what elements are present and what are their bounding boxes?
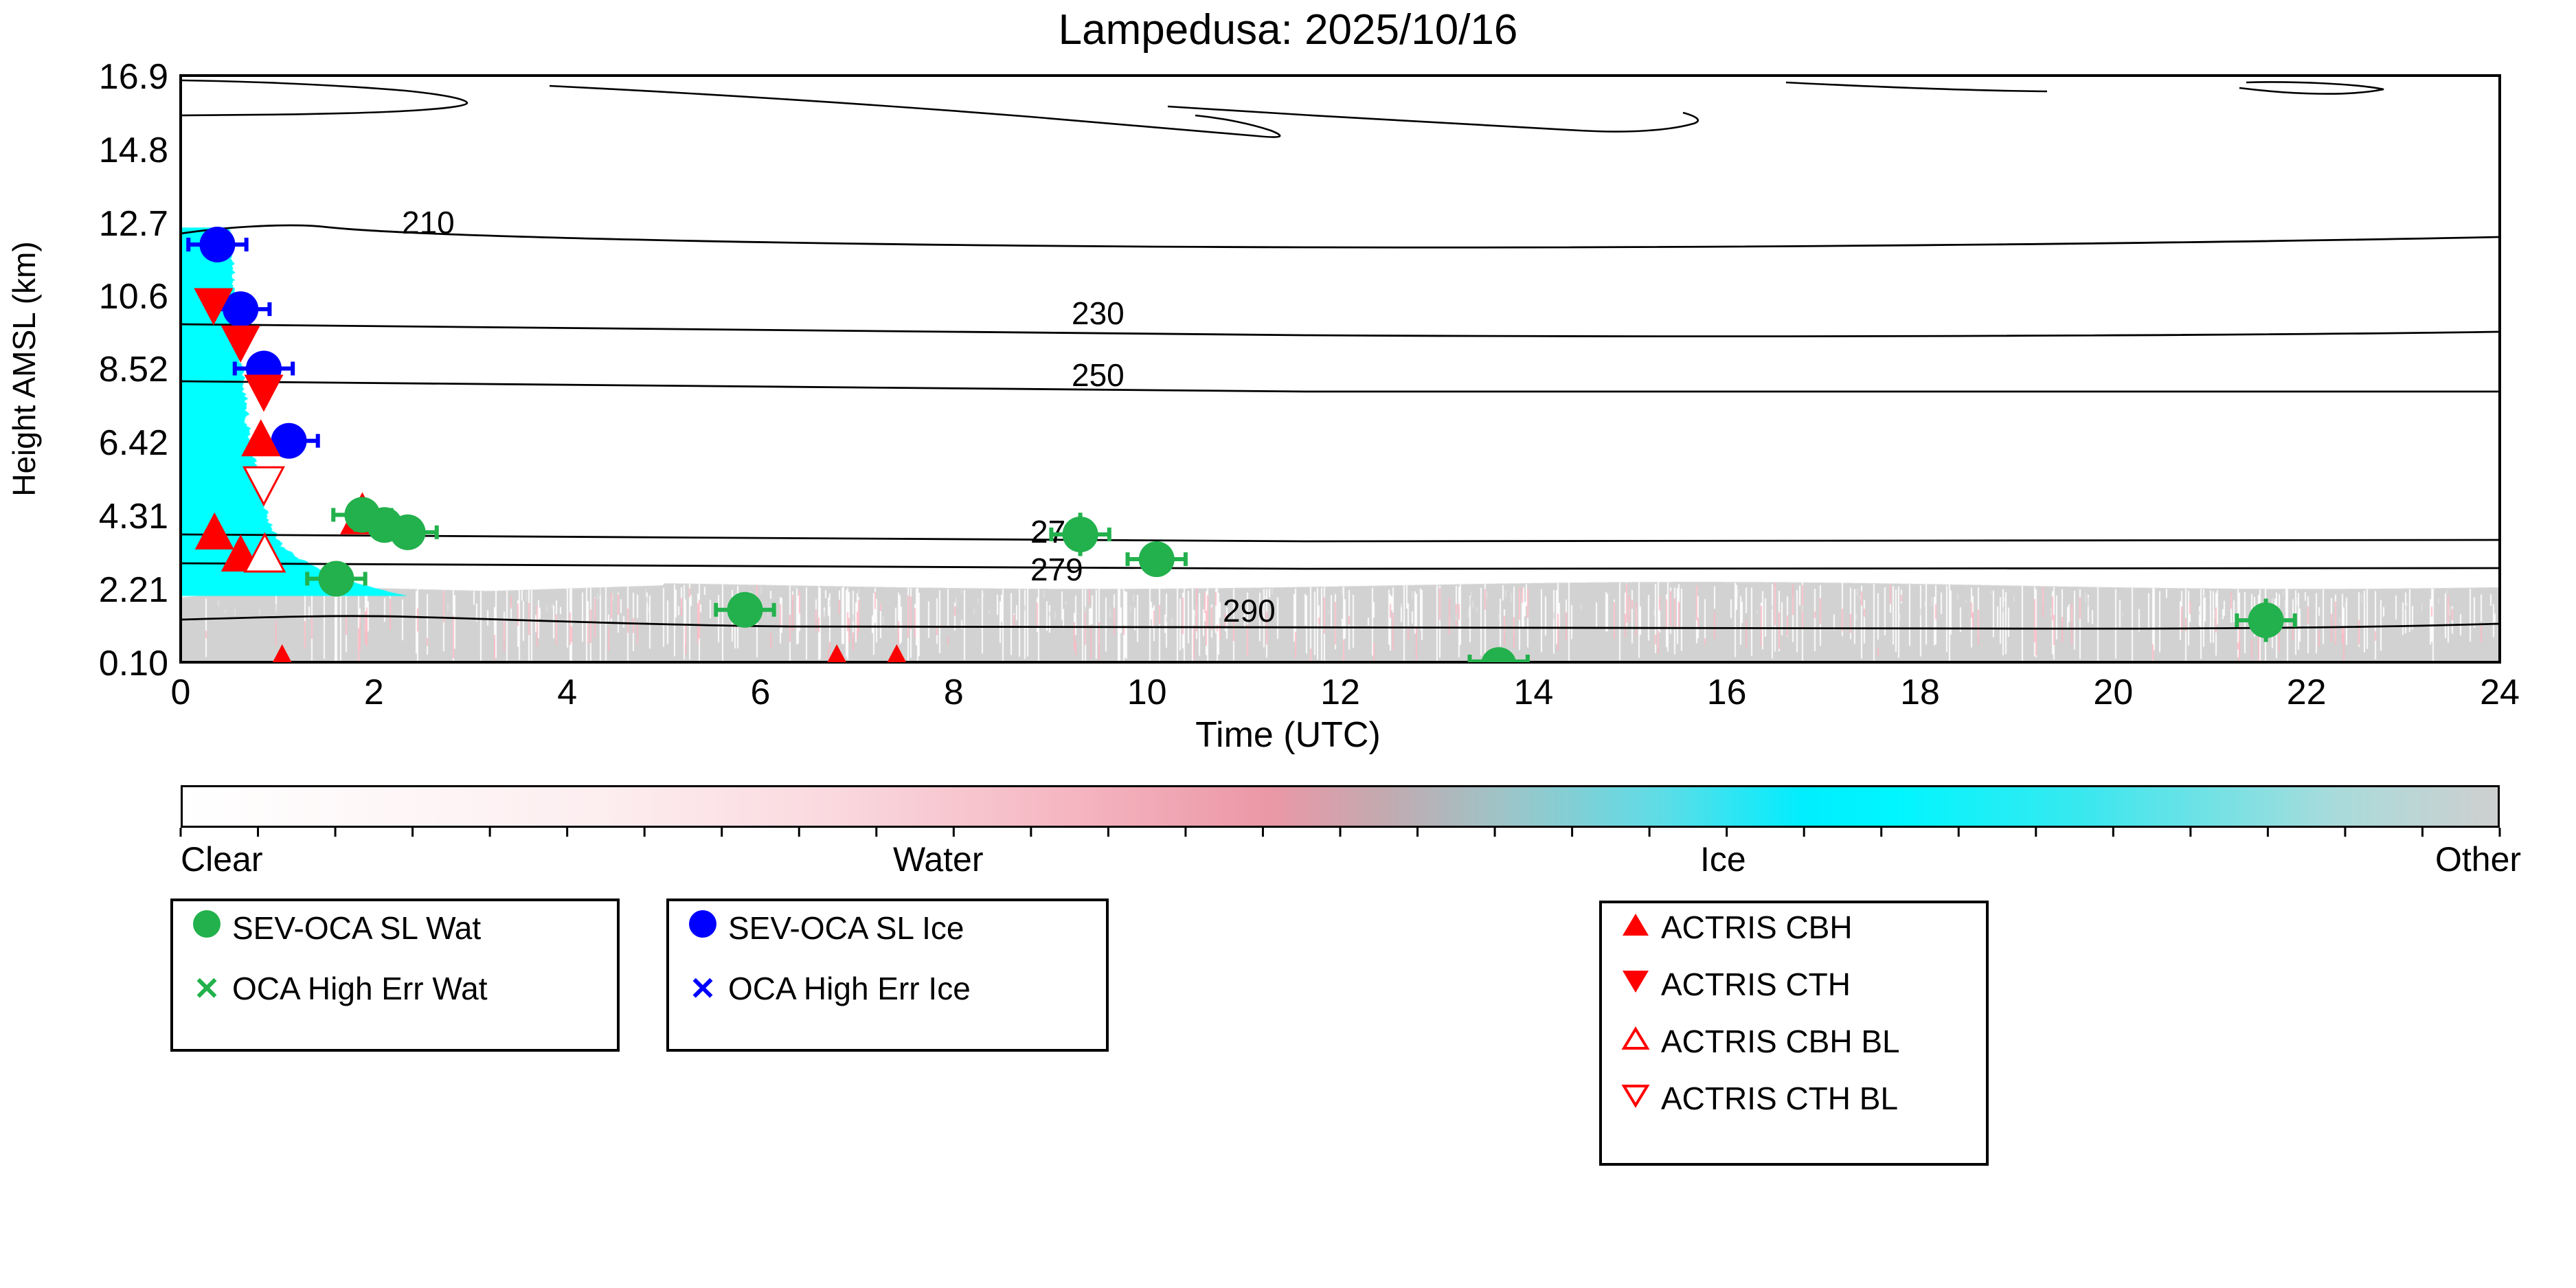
svg-text:230: 230 xyxy=(1072,295,1125,331)
svg-text:250: 250 xyxy=(1072,357,1125,393)
svg-text:210: 210 xyxy=(402,205,455,240)
svg-text:279: 279 xyxy=(1030,552,1083,587)
svg-text:290: 290 xyxy=(1223,593,1276,629)
